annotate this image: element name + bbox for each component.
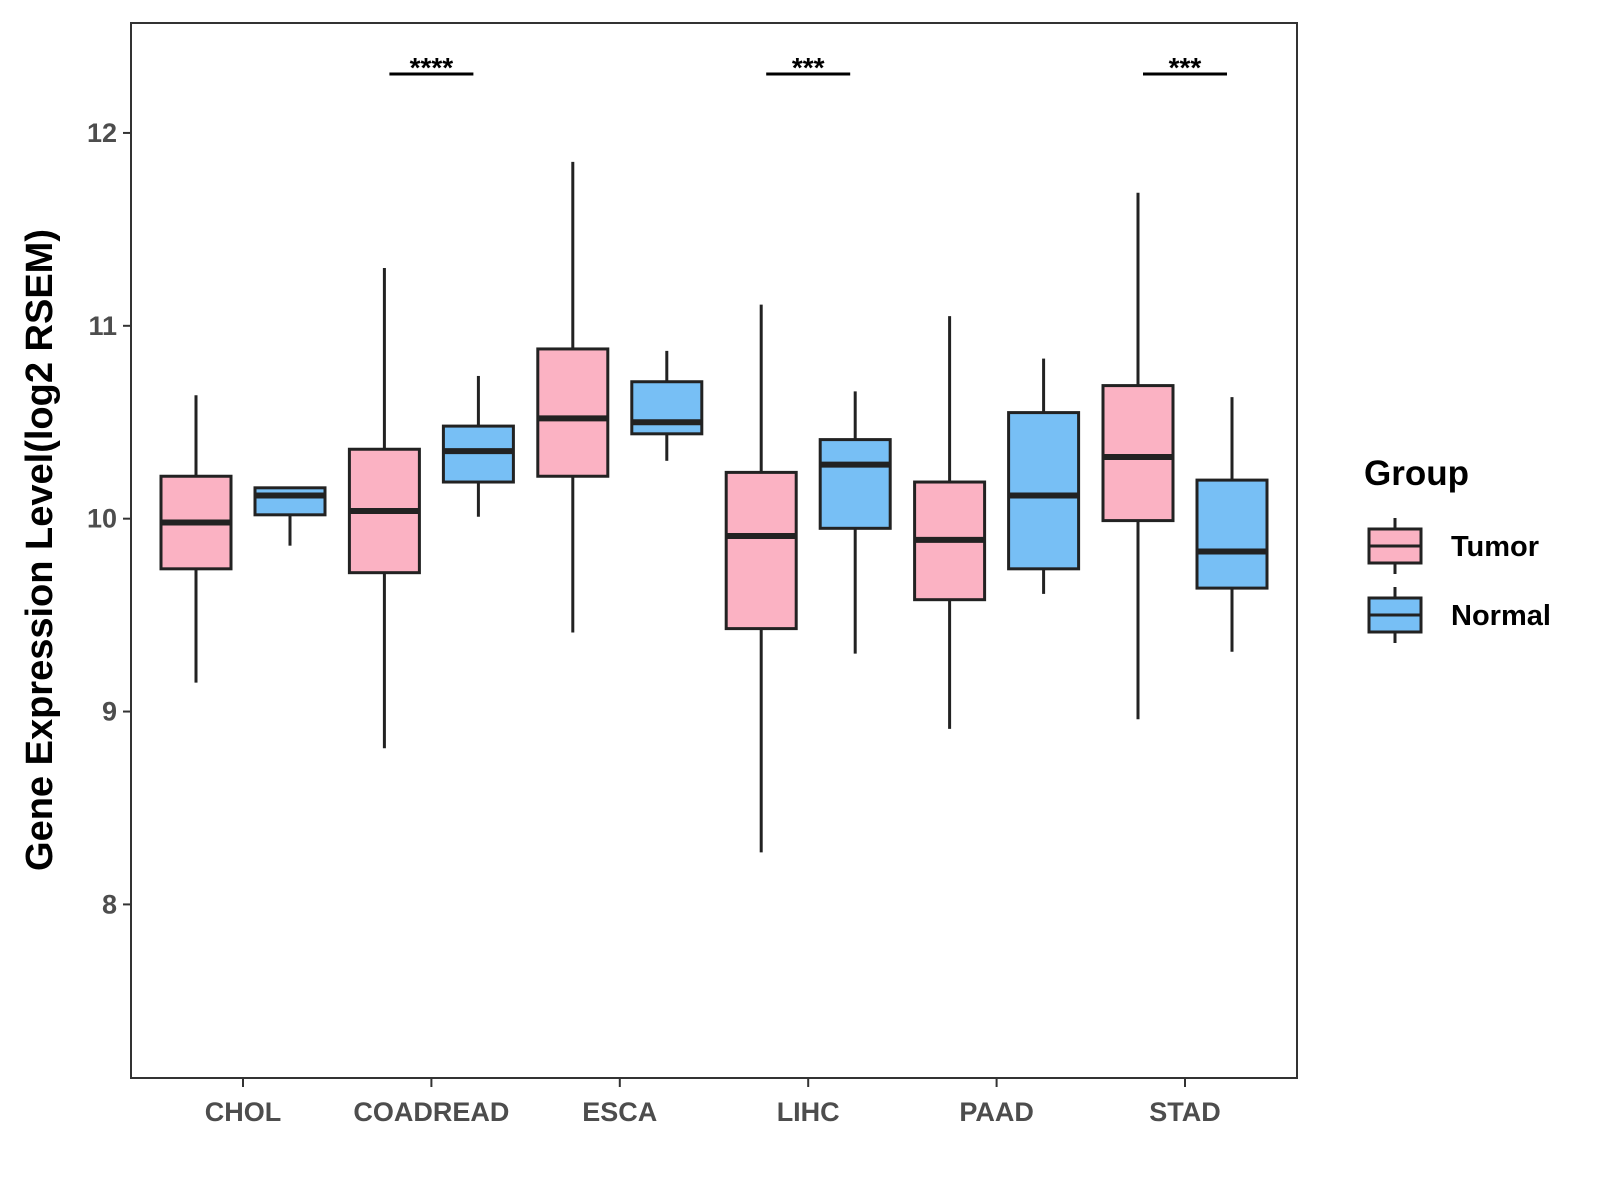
legend: Group Tumor Normal bbox=[1364, 454, 1551, 643]
significance-layer: **** *** *** bbox=[389, 52, 1227, 83]
box-tumor-lihc bbox=[724, 304, 798, 853]
legend-title: Group bbox=[1364, 454, 1469, 493]
y-tick-label: 9 bbox=[102, 697, 117, 727]
box-iqr bbox=[1101, 384, 1175, 523]
box-tumor-esca bbox=[536, 161, 610, 633]
legend-item-tumor: Tumor bbox=[1367, 518, 1539, 574]
box-normal-stad bbox=[1195, 397, 1269, 652]
x-tick-label: ESCA bbox=[582, 1097, 657, 1127]
significance-label: *** bbox=[1169, 52, 1202, 83]
x-axis: CHOL COADREAD ESCA LIHC PAAD STAD bbox=[205, 1078, 1221, 1127]
significance-label: **** bbox=[410, 52, 454, 83]
significance-label: *** bbox=[792, 52, 825, 83]
box-normal-esca bbox=[630, 350, 704, 461]
box-tumor-paad bbox=[913, 316, 987, 729]
y-tick-label: 11 bbox=[88, 311, 117, 341]
box-iqr bbox=[724, 470, 798, 631]
box-iqr bbox=[253, 486, 327, 517]
box-tumor-chol bbox=[159, 395, 233, 683]
y-tick-label: 10 bbox=[87, 504, 117, 534]
box-tumor-stad bbox=[1101, 192, 1175, 720]
x-tick-label: PAAD bbox=[959, 1097, 1034, 1127]
y-tick-label: 12 bbox=[87, 118, 117, 148]
boxes-layer bbox=[159, 161, 1269, 853]
plot-panel-border bbox=[130, 22, 1298, 1079]
box-iqr bbox=[536, 347, 610, 478]
box-iqr bbox=[1195, 478, 1269, 590]
y-axis-title: Gene Expression Level(log2 RSEM) bbox=[19, 229, 61, 871]
y-tick-label: 8 bbox=[102, 889, 117, 919]
box-iqr bbox=[630, 380, 704, 436]
box-normal-coadread bbox=[441, 375, 515, 517]
box-normal-lihc bbox=[818, 391, 892, 654]
legend-label: Normal bbox=[1451, 600, 1551, 632]
box-iqr bbox=[1007, 411, 1081, 571]
legend-label: Tumor bbox=[1451, 531, 1539, 563]
box-normal-chol bbox=[253, 486, 327, 546]
x-tick-label: STAD bbox=[1149, 1097, 1221, 1127]
x-tick-label: CHOL bbox=[205, 1097, 282, 1127]
box-normal-paad bbox=[1007, 358, 1081, 594]
box-tumor-coadread bbox=[347, 267, 421, 749]
x-tick-label: LIHC bbox=[777, 1097, 840, 1127]
y-axis: 8 9 10 11 12 bbox=[87, 118, 131, 919]
x-tick-label: COADREAD bbox=[353, 1097, 509, 1127]
legend-item-normal: Normal bbox=[1367, 587, 1551, 643]
box-iqr bbox=[818, 438, 892, 530]
